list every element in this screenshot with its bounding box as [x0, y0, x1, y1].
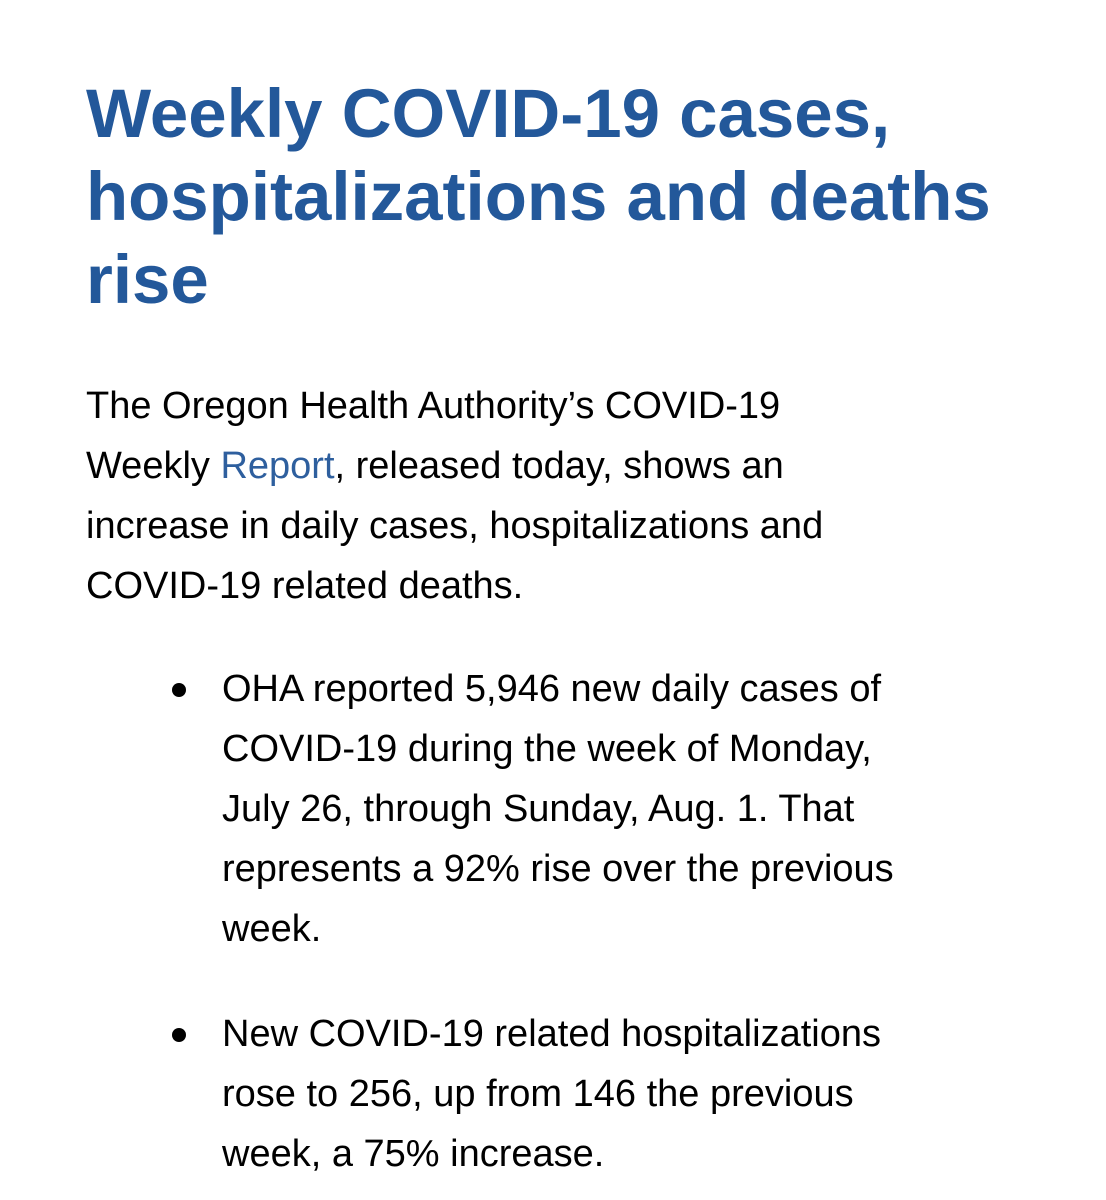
intro-text: Weekly — [86, 445, 221, 487]
list-item-line: COVID-19 during the week of Monday, — [222, 728, 872, 770]
intro-line: The Oregon Health Authority’s COVID-19 — [86, 385, 781, 427]
title-line: hospitalizations and deaths — [86, 158, 991, 235]
list-item-line: represents a 92% rise over the previous — [222, 848, 894, 890]
title-line: rise — [86, 241, 209, 318]
intro-line: increase in daily cases, hospitalization… — [86, 505, 824, 547]
intro-line: COVID-19 related deaths. — [86, 565, 524, 607]
bullet-icon — [172, 683, 186, 697]
bullet-icon — [172, 1028, 186, 1042]
list-item-hospitalizations: New COVID-19 related hospitalizations ro… — [172, 1004, 881, 1184]
bullet-list: New COVID-19 related hospitalizations ro… — [172, 1004, 881, 1184]
list-item-line: New COVID-19 related hospitalizations — [222, 1013, 881, 1055]
title-line: Weekly COVID-19 cases, — [86, 75, 891, 152]
list-item-cases: OHA reported 5,946 new daily cases of CO… — [172, 659, 894, 959]
list-item-line: week, a 75% increase. — [222, 1133, 605, 1175]
report-link[interactable]: Report — [220, 445, 335, 487]
list-item-line: rose to 256, up from 146 the previous — [222, 1073, 854, 1115]
intro-text: , released today, shows an — [334, 445, 784, 487]
list-item-line: week. — [222, 908, 322, 950]
bullet-list: OHA reported 5,946 new daily cases of CO… — [172, 659, 894, 959]
article-title: Weekly COVID-19 cases, hospitalizations … — [86, 72, 991, 321]
intro-paragraph: The Oregon Health Authority’s COVID-19 W… — [86, 376, 823, 616]
intro-line: Weekly Report, released today, shows an — [86, 436, 823, 496]
list-item-line: OHA reported 5,946 new daily cases of — [222, 668, 882, 710]
list-item-line: July 26, through Sunday, Aug. 1. That — [222, 788, 855, 830]
